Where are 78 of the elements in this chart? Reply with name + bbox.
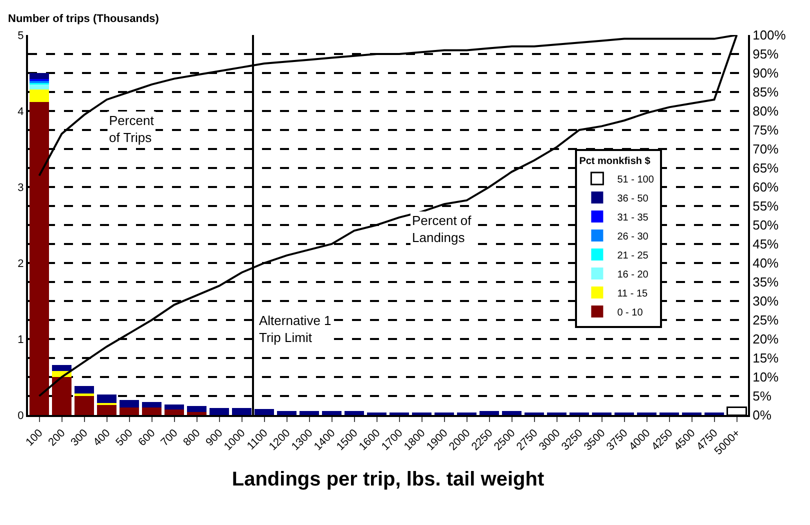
legend-label: 21 - 25: [617, 250, 649, 262]
ref-line-label: Alternative 1 Trip Limit: [259, 313, 332, 345]
bar: [74, 386, 94, 394]
annotation: Percent of Trips: [109, 113, 154, 145]
x-tick-label: 100: [24, 427, 46, 449]
x-tick-label: 900: [204, 427, 226, 449]
y2-tick-label: 55%: [752, 198, 780, 214]
y2-tick-label: 60%: [752, 180, 780, 195]
y2-tick-label: 95%: [752, 46, 780, 62]
bar: [344, 411, 364, 415]
y2-tick-label: 35%: [752, 274, 780, 290]
bar: [97, 402, 116, 406]
bar: [120, 400, 139, 408]
bar: [30, 84, 49, 90]
bar: [52, 364, 72, 371]
bar: [120, 407, 139, 415]
y2-tick-label: 25%: [752, 312, 780, 328]
y2-tick-label: 70%: [752, 142, 780, 157]
y-tick-label: 0: [18, 410, 24, 422]
bar: [164, 404, 184, 410]
y2-tick-label: 15%: [752, 350, 780, 366]
x-tick-label: 400: [91, 427, 113, 449]
bar: [30, 102, 49, 415]
bar: [187, 406, 206, 412]
y2-tick-label: 5%: [752, 388, 772, 404]
bar: [232, 408, 252, 415]
y2-tick-label: 10%: [752, 370, 780, 385]
bar: [277, 411, 296, 415]
legend-label: 0 - 10: [617, 307, 644, 318]
y2-tick-label: 90%: [752, 66, 780, 81]
bar: [52, 377, 72, 415]
y-axis-title: Number of trips (Thousands): [8, 13, 160, 25]
legend-label: 36 - 50: [617, 193, 649, 204]
bar: [74, 396, 94, 415]
bar: [97, 394, 116, 403]
bar: [142, 407, 162, 415]
y2-tick-label: 50%: [752, 218, 780, 233]
legend-label: 16 - 20: [617, 269, 649, 280]
bar: [30, 73, 49, 80]
y2-tick-label: 65%: [752, 160, 780, 176]
x-tick-label: 500: [114, 427, 136, 449]
legend-label: 31 - 35: [617, 212, 649, 224]
bar: [300, 411, 319, 415]
bar: [142, 402, 162, 408]
y2-tick-label: 45%: [752, 236, 780, 252]
y2-tick-label: 30%: [752, 294, 780, 309]
bar: [502, 411, 522, 415]
y-tick-label: 2: [18, 258, 24, 270]
y2-tick-label: 75%: [752, 122, 780, 138]
x-tick-label: 700: [158, 427, 180, 449]
bar: [30, 90, 49, 102]
y-tick-label: 1: [18, 334, 24, 346]
y2-tick-label: 20%: [752, 332, 780, 347]
bar: [97, 405, 116, 415]
x-tick-label: 800: [181, 427, 203, 449]
bar: [480, 411, 499, 415]
bar: [187, 412, 206, 415]
bar: [254, 408, 274, 415]
y2-tick-label: 100%: [752, 28, 786, 43]
x-axis-title: Landings per trip, lbs. tail weight: [232, 468, 544, 491]
legend-label: 26 - 30: [617, 231, 649, 242]
bar: [322, 411, 342, 415]
x-tick-label: 600: [136, 427, 158, 449]
legend-label: 51 - 100: [617, 174, 654, 186]
y2-tick-label: 80%: [752, 104, 780, 119]
y2-tick-label: 85%: [752, 84, 780, 100]
y-tick-label: 5: [18, 30, 24, 42]
x-tick-label: 200: [46, 427, 68, 449]
y-tick-label: 3: [18, 182, 24, 194]
bar: [210, 408, 229, 415]
legend-label: 11 - 15: [617, 288, 648, 300]
legend-title: Pct monkfish $: [579, 156, 651, 167]
y-tick-label: 4: [18, 106, 24, 118]
bar: [164, 410, 184, 415]
x-tick-label: 300: [68, 427, 90, 449]
y2-tick-label: 0%: [752, 408, 772, 423]
annotation: Percent of Landings: [412, 213, 472, 245]
y2-tick-label: 40%: [752, 256, 780, 271]
